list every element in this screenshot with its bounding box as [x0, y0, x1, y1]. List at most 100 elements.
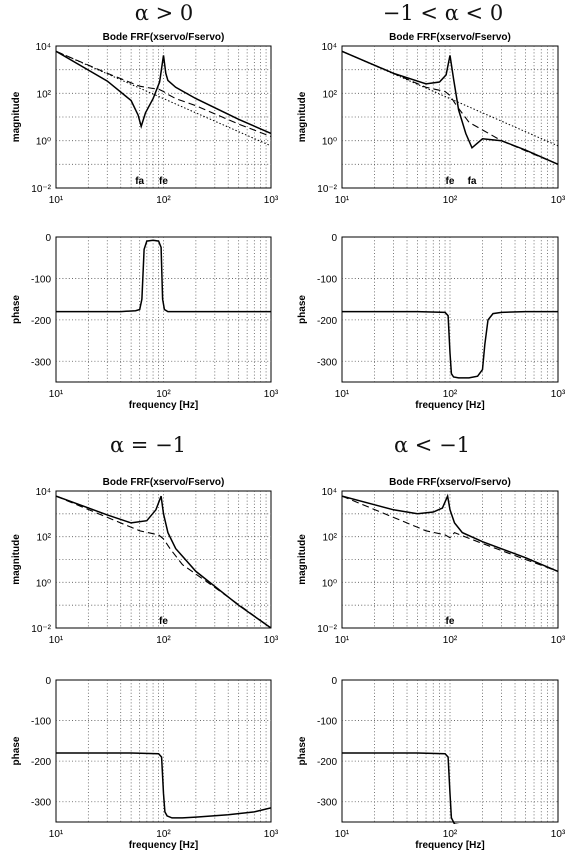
condition-label: α < −1: [394, 433, 470, 457]
y-axis-label: magnitude: [297, 91, 308, 142]
condition-label: α = −1: [110, 433, 186, 457]
y-tick-label: -100: [31, 274, 51, 285]
y-tick-label: 10⁻²: [31, 624, 51, 635]
chart-panel-0: 10¹ 10² 10³ 10⁻² 10⁰ 10² 10⁴ magnitude Bode FRF(…: [11, 1, 279, 206]
y-tick-label: -100: [317, 274, 337, 285]
series-line-solid: [342, 310, 558, 379]
frequency-annotation: fa: [135, 176, 144, 187]
x-tick-label: 10¹: [335, 635, 350, 646]
series-line-solid: [56, 495, 271, 629]
x-tick-label: 10²: [443, 389, 458, 400]
y-tick-label: -200: [317, 757, 337, 768]
x-tick-label: 10³: [264, 195, 279, 206]
series-line-solid: [342, 493, 558, 573]
chart-panel-1: 10¹ 10² 10³ 10⁻² 10⁰ 10² 10⁴ magnitude Bode FRF(…: [297, 1, 566, 206]
x-tick-label: 10²: [156, 195, 171, 206]
frequency-annotation: fe: [159, 616, 168, 627]
series-line-dashed: [56, 50, 271, 138]
y-tick-label: 0: [331, 233, 337, 244]
plot-title: Bode FRF(xservo/Fservo): [103, 477, 225, 488]
x-tick-label: 10³: [264, 389, 279, 400]
x-tick-label: 10³: [551, 195, 566, 206]
y-axis-label: phase: [11, 736, 22, 765]
plot-frame: [55, 236, 272, 383]
y-tick-label: 10⁴: [36, 487, 51, 498]
x-axis-label: frequency [Hz]: [415, 400, 484, 411]
frequency-annotation: fe: [159, 176, 168, 187]
x-tick-label: 10¹: [49, 635, 64, 646]
y-tick-label: -200: [31, 316, 51, 327]
chart-panel-2: 10¹ 10² 10³ 0 -100 -200 -300 phase frequency [Hz…: [11, 233, 279, 411]
series-line-solid: [56, 752, 271, 819]
y-tick-label: -300: [317, 357, 337, 368]
y-axis-label: magnitude: [11, 91, 22, 142]
y-tick-label: 10⁰: [322, 137, 337, 148]
y-tick-label: 0: [45, 233, 51, 244]
series-line-dashed: [342, 495, 558, 572]
y-axis-label: phase: [297, 736, 308, 765]
plot-title: Bode FRF(xservo/Fservo): [103, 32, 225, 43]
y-tick-label: 10²: [323, 89, 338, 100]
x-axis-label: frequency [Hz]: [415, 840, 484, 850]
x-tick-label: 10¹: [335, 195, 350, 206]
y-tick-label: 10⁰: [36, 137, 51, 148]
x-tick-label: 10³: [264, 829, 279, 840]
chart-panel-6: 10¹ 10² 10³ 0 -100 -200 -300 phase frequency [Hz…: [11, 676, 279, 850]
x-tick-label: 10¹: [49, 829, 64, 840]
plot-title: Bode FRF(xservo/Fservo): [389, 32, 511, 43]
y-tick-label: 0: [45, 676, 51, 687]
y-tick-label: -200: [31, 757, 51, 768]
y-tick-label: -300: [317, 798, 337, 809]
x-tick-label: 10¹: [49, 389, 64, 400]
y-tick-label: 10⁰: [322, 578, 337, 589]
chart-panel-7: 10¹ 10² 10³ 0 -100 -200 -300 phase frequency [Hz…: [297, 676, 566, 850]
frequency-annotation: fa: [468, 176, 477, 187]
x-tick-label: 10²: [156, 389, 171, 400]
x-tick-label: 10³: [264, 635, 279, 646]
chart-panel-3: 10¹ 10² 10³ 0 -100 -200 -300 phase frequency [Hz…: [297, 233, 566, 411]
y-tick-label: -300: [31, 798, 51, 809]
y-tick-label: 0: [331, 676, 337, 687]
plot-title: Bode FRF(xservo/Fservo): [389, 477, 511, 488]
x-tick-label: 10¹: [49, 195, 64, 206]
y-tick-label: 10²: [323, 533, 338, 544]
series-line-dashed: [342, 50, 558, 165]
x-tick-label: 10³: [551, 389, 566, 400]
y-tick-label: 10⁻²: [317, 624, 337, 635]
y-tick-label: -100: [317, 717, 337, 728]
y-axis-label: phase: [11, 295, 22, 324]
x-tick-label: 10²: [443, 195, 458, 206]
y-tick-label: 10⁴: [36, 42, 51, 53]
series-line-solid: [56, 239, 271, 313]
y-axis-label: magnitude: [11, 534, 22, 585]
y-tick-label: -200: [317, 316, 337, 327]
x-tick-label: 10²: [443, 635, 458, 646]
x-tick-label: 10³: [551, 635, 566, 646]
y-axis-label: magnitude: [297, 534, 308, 585]
frequency-annotation: fe: [446, 616, 455, 627]
y-tick-label: 10⁻²: [317, 184, 337, 195]
chart-panel-5: 10¹ 10² 10³ 10⁻² 10⁰ 10² 10⁴ magnitude Bode FRF(…: [297, 433, 566, 646]
x-tick-label: 10²: [156, 829, 171, 840]
series-line-solid: [56, 50, 271, 135]
series-line-dotted: [56, 50, 271, 147]
y-tick-label: 10⁴: [322, 487, 337, 498]
y-tick-label: -300: [31, 357, 51, 368]
x-tick-label: 10¹: [335, 829, 350, 840]
chart-panel-4: 10¹ 10² 10³ 10⁻² 10⁰ 10² 10⁴ magnitude Bode FRF(…: [11, 433, 279, 646]
y-tick-label: 10²: [37, 89, 52, 100]
series-line-solid: [342, 752, 460, 824]
series-line-dashed: [56, 495, 271, 629]
condition-label: α > 0: [135, 1, 194, 25]
y-tick-label: 10⁰: [36, 578, 51, 589]
x-tick-label: 10²: [443, 829, 458, 840]
x-tick-label: 10³: [551, 829, 566, 840]
x-tick-label: 10¹: [335, 389, 350, 400]
y-tick-label: 10²: [37, 533, 52, 544]
y-axis-label: phase: [297, 295, 308, 324]
condition-label: −1 < α < 0: [383, 1, 503, 25]
y-tick-label: 10⁴: [322, 42, 337, 53]
series-line-solid: [342, 50, 558, 165]
series-line-dotted: [342, 50, 558, 147]
